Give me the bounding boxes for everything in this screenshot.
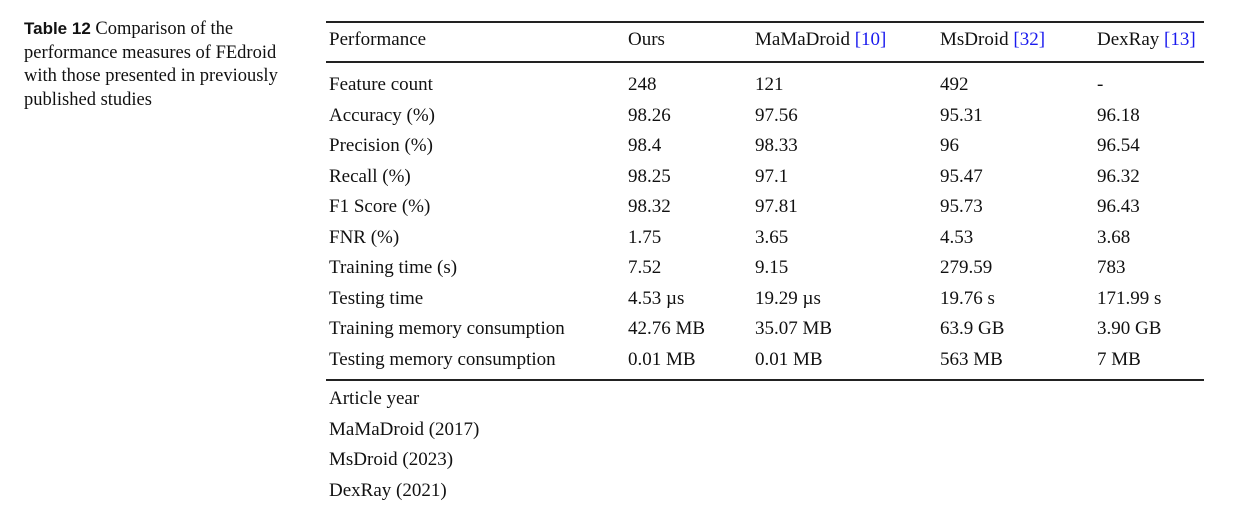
table-cell: 7.52 bbox=[628, 257, 662, 278]
table-cell: 3.90 GB bbox=[1097, 318, 1162, 339]
table-cell: 97.81 bbox=[755, 196, 798, 217]
table-caption-label: Table 12 bbox=[24, 19, 91, 38]
table-cell: 492 bbox=[940, 74, 969, 95]
table-cell: 4.53 µs bbox=[628, 287, 685, 309]
table-cell: 98.26 bbox=[628, 104, 671, 126]
citation-link[interactable]: [13] bbox=[1164, 29, 1196, 50]
table-cell: 279.59 bbox=[940, 257, 993, 278]
table-row: Testing memory consumption 0.01 MB 0.01 MB… bbox=[326, 345, 1204, 375]
table-cell: 63.9 GB bbox=[940, 318, 1005, 339]
table-header-row: Performance Ours MaMaDroid [10] MsDroid … bbox=[326, 25, 1204, 55]
row-label-cell: Recall (%) bbox=[329, 165, 411, 187]
table-bottom-rule bbox=[326, 379, 1204, 381]
footnote-line: DexRay (2021) bbox=[329, 479, 447, 501]
row-label-cell: Testing time bbox=[329, 287, 424, 309]
table-cell: 95.31 bbox=[940, 104, 983, 126]
header-cell: MsDroid [32] bbox=[940, 29, 1046, 50]
table-cell: 95.47 bbox=[940, 165, 983, 187]
row-label-cell: Training time (s) bbox=[329, 257, 458, 278]
table-cell: 0.01 MB bbox=[755, 348, 823, 370]
table-cell: 96.43 bbox=[1097, 196, 1140, 217]
row-label-cell: Precision (%) bbox=[329, 135, 433, 156]
header-cell: Performance bbox=[329, 29, 427, 50]
table-row: Precision (%) 98.4 98.33 96 96.54 bbox=[326, 131, 1204, 161]
table-cell: 783 bbox=[1097, 257, 1126, 278]
table-cell: 121 bbox=[755, 74, 784, 95]
row-label-cell: Accuracy (%) bbox=[329, 104, 436, 126]
table-row: Accuracy (%) 98.26 97.56 95.31 96.18 bbox=[326, 101, 1204, 131]
table-cell: 19.76 s bbox=[940, 287, 995, 309]
table-cell: 9.15 bbox=[755, 257, 789, 278]
table-cell: 3.68 bbox=[1097, 226, 1131, 248]
table-row: F1 Score (%) 98.32 97.81 95.73 96.43 bbox=[326, 192, 1204, 222]
citation-link[interactable]: [32] bbox=[1013, 29, 1046, 50]
table-caption: Table 12 Comparison of the performance m… bbox=[24, 17, 304, 112]
table-cell: 3.65 bbox=[755, 226, 789, 248]
table-cell: 98.25 bbox=[628, 165, 671, 187]
table-cell: 19.29 µs bbox=[755, 287, 821, 309]
table-row: Training memory consumption 42.76 MB 35.07… bbox=[326, 314, 1204, 344]
table-cell: 171.99 s bbox=[1097, 287, 1162, 309]
table-top-rule bbox=[326, 21, 1204, 23]
table-cell: 97.56 bbox=[755, 104, 798, 126]
table-cell: 1.75 bbox=[628, 226, 662, 248]
table-row: Training time (s) 7.52 9.15 279.59 783 bbox=[326, 253, 1204, 283]
row-label-cell: Training memory consumption bbox=[329, 318, 565, 339]
table-cell: 42.76 MB bbox=[628, 318, 706, 339]
header-cell: DexRay [13] bbox=[1097, 29, 1196, 50]
table-cell: 96 bbox=[940, 135, 959, 156]
table-cell: 97.1 bbox=[755, 165, 789, 187]
table-cell: - bbox=[1097, 74, 1104, 95]
table-cell: 98.33 bbox=[755, 135, 798, 156]
table-cell: 98.4 bbox=[628, 135, 662, 156]
table-row: FNR (%) 1.75 3.65 4.53 3.68 bbox=[326, 223, 1204, 253]
table-cell: 0.01 MB bbox=[628, 348, 696, 370]
table-cell: 7 MB bbox=[1097, 348, 1141, 370]
table-cell: 248 bbox=[628, 74, 657, 95]
table-row: Feature count 248 121 492 - bbox=[326, 70, 1204, 100]
table-caption-text: Comparison of the performance measures o… bbox=[24, 19, 278, 110]
table-cell: 98.32 bbox=[628, 196, 671, 217]
table-row: Testing time 4.53 µs 19.29 µs 19.76 s 171.99… bbox=[326, 284, 1204, 314]
table-cell: 96.32 bbox=[1097, 165, 1140, 187]
header-cell: MaMaDroid [10] bbox=[755, 29, 887, 50]
citation-link[interactable]: [10] bbox=[854, 29, 887, 50]
table-cell: 563 MB bbox=[940, 348, 1003, 370]
table-cell: 95.73 bbox=[940, 196, 983, 217]
table-cell: 96.54 bbox=[1097, 135, 1140, 156]
header-cell: Ours bbox=[628, 29, 665, 50]
row-label-cell: F1 Score (%) bbox=[329, 196, 431, 217]
footnote-line: MsDroid (2023) bbox=[329, 449, 454, 470]
row-label-cell: Feature count bbox=[329, 74, 433, 95]
row-label-cell: FNR (%) bbox=[329, 226, 400, 248]
table-header-rule bbox=[326, 61, 1204, 63]
row-label-cell: Testing memory consumption bbox=[329, 348, 556, 370]
table-row: Recall (%) 98.25 97.1 95.47 96.32 bbox=[326, 162, 1204, 192]
footnote-line: Article year bbox=[329, 388, 420, 409]
table-cell: 35.07 MB bbox=[755, 318, 833, 339]
table-cell: 4.53 bbox=[940, 226, 974, 248]
footnote-line: MaMaDroid (2017) bbox=[329, 418, 480, 440]
table-cell: 96.18 bbox=[1097, 104, 1140, 126]
